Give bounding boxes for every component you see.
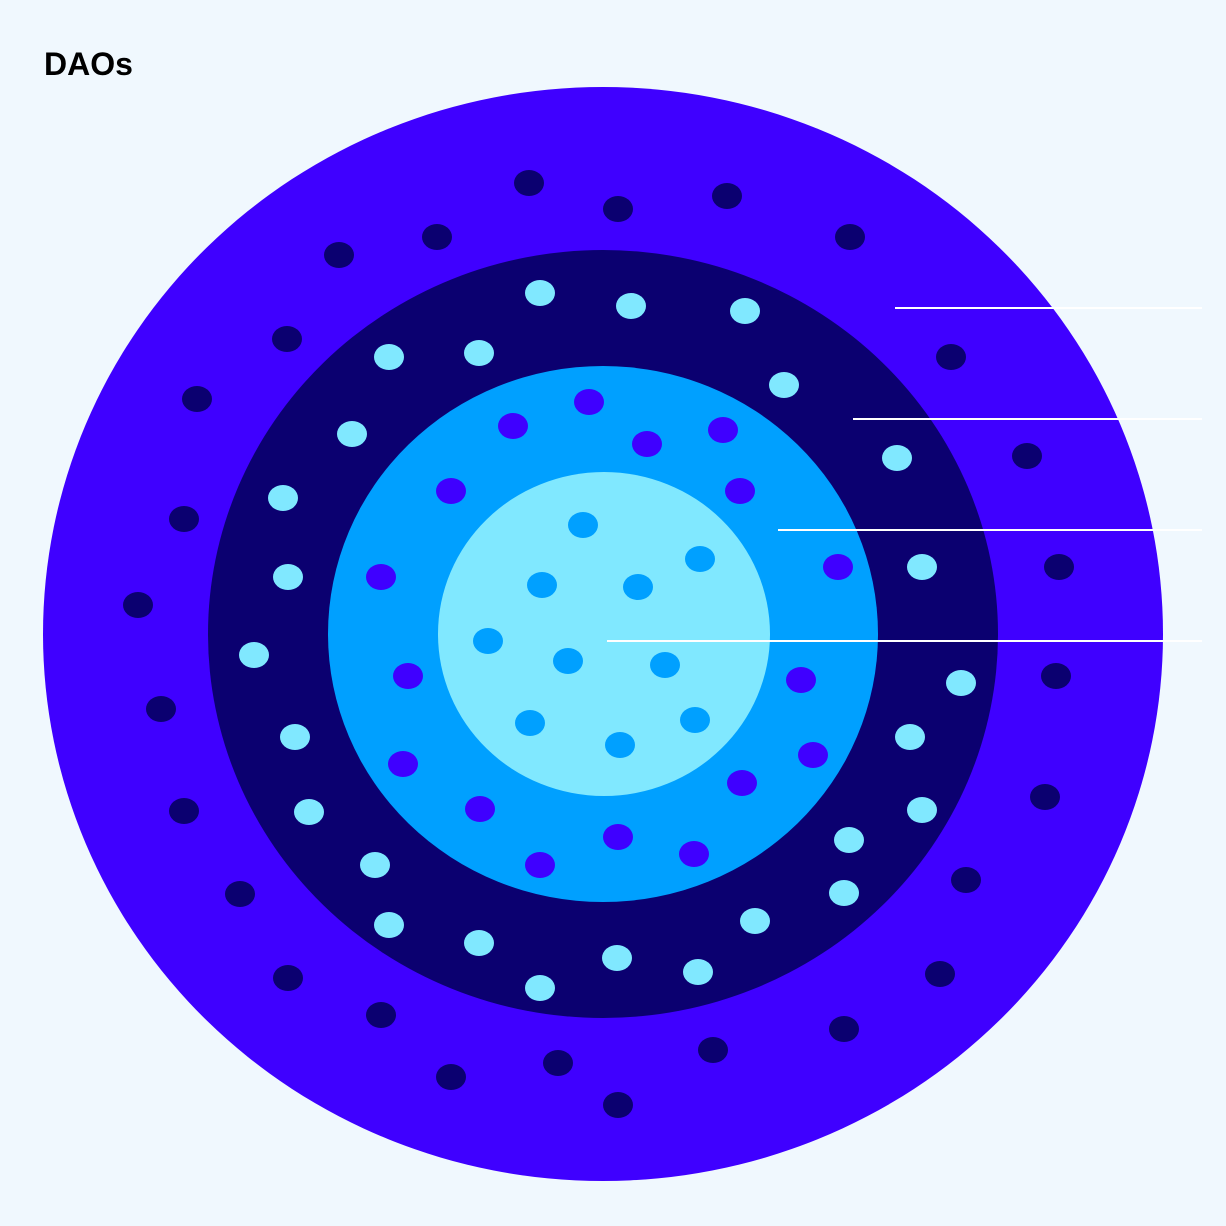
ring-third-member-dot [603, 824, 633, 850]
ring-outer-member-dot [436, 1064, 466, 1090]
ring-second-member-dot [946, 670, 976, 696]
ring-outer-member-dot [1041, 663, 1071, 689]
ring-second-member-dot [268, 485, 298, 511]
ring-second-member-dot [273, 564, 303, 590]
ring-third-member-dot [465, 796, 495, 822]
ring-outer-member-dot [1030, 784, 1060, 810]
ring-outer-member-dot [603, 196, 633, 222]
ring-outer-members [123, 170, 1074, 1118]
ring-core-member-dot [515, 710, 545, 736]
ring-third-member-dot [727, 770, 757, 796]
ring-second-member-dot [616, 293, 646, 319]
ring-second-member-dot [882, 445, 912, 471]
ring-outer-member-dot [182, 386, 212, 412]
ring-second-members [239, 280, 976, 1001]
ring-third-member-dot [823, 554, 853, 580]
ring-third-member-dot [366, 564, 396, 590]
ring-third-member-dot [725, 478, 755, 504]
ring-second-member-dot [360, 852, 390, 878]
ring-core-members [473, 512, 715, 758]
ring-second-member-dot [907, 554, 937, 580]
ring-outer-member-dot [936, 344, 966, 370]
ring-second-member-dot [769, 372, 799, 398]
ring-third-member-dot [708, 417, 738, 443]
ring-second-member-dot [525, 280, 555, 306]
ring-second-member-dot [464, 340, 494, 366]
ring-second-member-dot [337, 421, 367, 447]
ring-outer-member-dot [829, 1016, 859, 1042]
ring-outer-member-dot [514, 170, 544, 196]
ring-outer-member-dot [272, 326, 302, 352]
ring-second-member-dot [895, 724, 925, 750]
ring-outer-member-dot [1012, 443, 1042, 469]
ring-second-member-dot [280, 724, 310, 750]
ring-outer-member-dot [366, 1002, 396, 1028]
ring-second-member-dot [374, 912, 404, 938]
ring-outer-member-dot [603, 1092, 633, 1118]
ring-core-member-dot [527, 572, 557, 598]
ring-second-member-dot [602, 945, 632, 971]
ring-outer-member-dot [543, 1050, 573, 1076]
ring-outer-member-dot [712, 183, 742, 209]
page-title: DAOs [44, 46, 133, 82]
ring-second-member-dot [374, 344, 404, 370]
ring-outer-member-dot [1044, 554, 1074, 580]
ring-core-member-dot [568, 512, 598, 538]
ring-second-member-dot [834, 827, 864, 853]
ring-third-member-dot [393, 663, 423, 689]
ring-core-member-dot [685, 546, 715, 572]
ring-outer-member-dot [925, 961, 955, 987]
ring-core-member-dot [650, 652, 680, 678]
ring-core-member-dot [605, 732, 635, 758]
ring-second-member-dot [239, 642, 269, 668]
ring-outer-member-dot [169, 506, 199, 532]
ring-third-member-dot [798, 742, 828, 768]
ring-third-member-dot [679, 841, 709, 867]
ring-outer-member-dot [951, 867, 981, 893]
ring-second-member-dot [294, 799, 324, 825]
ring-core-member-dot [473, 628, 503, 654]
ring-third-members [366, 389, 853, 878]
ring-outer-member-dot [169, 798, 199, 824]
ring-outer-member-dot [698, 1037, 728, 1063]
ring-outer-member-dot [146, 696, 176, 722]
ring-second-member-dot [730, 298, 760, 324]
ring-outer-member-dot [422, 224, 452, 250]
ring-outer-member-dot [324, 242, 354, 268]
ring-second-member-dot [683, 959, 713, 985]
ring-second-member-dot [525, 975, 555, 1001]
ring-third-member-dot [525, 852, 555, 878]
ring-second-member-dot [829, 880, 859, 906]
ring-second-member-dot [740, 908, 770, 934]
ring-second-member-dot [907, 797, 937, 823]
ring-core-member-dot [680, 707, 710, 733]
ring-third-member-dot [574, 389, 604, 415]
leader-lines [607, 307, 1202, 642]
ring-third-member-dot [632, 431, 662, 457]
ring-third-member-dot [436, 478, 466, 504]
ring-third-member-dot [498, 413, 528, 439]
ring-third-member-dot [388, 751, 418, 777]
ring-second-member-dot [464, 930, 494, 956]
ring-core-member-dot [553, 648, 583, 674]
ring-core-member-dot [623, 574, 653, 600]
ring-outer-member-dot [835, 224, 865, 250]
ring-outer-member-dot [273, 965, 303, 991]
ring-third-member-dot [786, 667, 816, 693]
ring-outer-member-dot [225, 881, 255, 907]
ring-outer-member-dot [123, 592, 153, 618]
